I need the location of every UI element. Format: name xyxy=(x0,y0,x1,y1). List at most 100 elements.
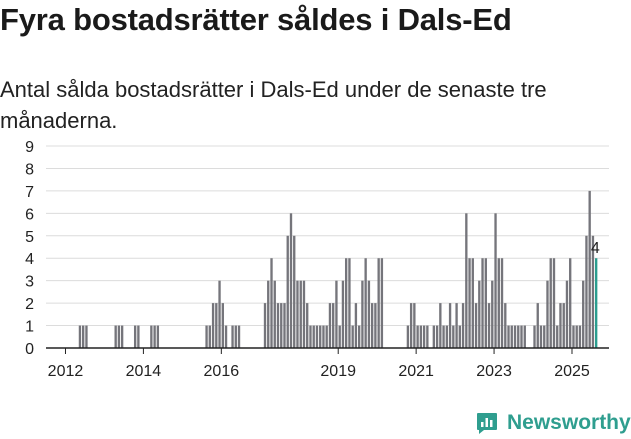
bar xyxy=(458,325,461,348)
bar xyxy=(406,325,410,348)
bar xyxy=(344,258,348,348)
bar xyxy=(237,325,241,348)
x-tick-label: 2021 xyxy=(398,363,434,380)
bar xyxy=(565,280,569,348)
bar xyxy=(150,325,153,348)
y-tick-label: 8 xyxy=(25,161,34,178)
bar xyxy=(543,325,546,348)
bar xyxy=(218,280,221,348)
gridlines xyxy=(46,145,609,327)
bar xyxy=(338,325,341,348)
bar xyxy=(224,325,228,348)
bar xyxy=(322,325,325,348)
bar xyxy=(569,258,572,348)
chart-subtitle: Antal sålda bostadsrätter i Dals-Ed unde… xyxy=(0,77,547,133)
bar xyxy=(517,325,520,348)
bar xyxy=(153,325,156,348)
x-tick-label: 2016 xyxy=(204,363,240,380)
bar xyxy=(484,258,487,348)
bar xyxy=(510,325,513,348)
x-tick-label: 2023 xyxy=(476,363,512,380)
bar xyxy=(231,325,234,348)
bar xyxy=(283,303,286,348)
bar xyxy=(487,303,491,348)
bar xyxy=(432,325,436,348)
bar xyxy=(585,235,588,348)
bar xyxy=(315,325,319,348)
bar xyxy=(380,258,384,348)
bar xyxy=(328,303,332,348)
bar xyxy=(513,325,517,348)
bar xyxy=(439,303,442,348)
bar xyxy=(361,280,364,348)
bar xyxy=(572,325,575,348)
bar xyxy=(549,258,552,348)
bar xyxy=(452,325,455,348)
bar xyxy=(445,325,449,348)
y-tick-label: 3 xyxy=(25,274,34,291)
bar xyxy=(370,303,374,348)
bar xyxy=(358,325,361,348)
bar xyxy=(481,258,484,348)
chart-title: Fyra bostadsrätter såldes i Dals-Ed xyxy=(0,2,512,37)
bar xyxy=(120,325,124,348)
bar xyxy=(539,325,543,348)
highlight-value-label: 4 xyxy=(591,240,600,257)
bar xyxy=(374,303,377,348)
bar xyxy=(442,325,445,348)
newsworthy-brand: Newsworthy xyxy=(475,408,631,438)
bar xyxy=(296,280,299,348)
bar xyxy=(78,325,82,348)
bar xyxy=(461,303,465,348)
bar xyxy=(575,325,578,348)
bar xyxy=(354,303,358,348)
bar xyxy=(435,325,439,348)
bar xyxy=(221,303,224,348)
bar xyxy=(367,280,371,348)
bar xyxy=(500,258,504,348)
bars xyxy=(78,190,598,348)
highlight-bar xyxy=(595,258,598,348)
newsworthy-logo-icon xyxy=(477,413,497,434)
y-tick-label: 9 xyxy=(25,139,34,156)
bar xyxy=(325,325,328,348)
bar xyxy=(332,303,335,348)
bar xyxy=(552,258,556,348)
bar xyxy=(302,280,306,348)
bar xyxy=(468,258,471,348)
data-labels: 4 xyxy=(591,240,600,257)
y-tick-label: 5 xyxy=(25,229,34,246)
y-tick-label: 1 xyxy=(25,319,34,336)
bar xyxy=(348,258,351,348)
bar xyxy=(306,303,309,348)
bar xyxy=(413,303,416,348)
bar xyxy=(276,303,280,348)
bar xyxy=(312,325,315,348)
bar xyxy=(426,325,429,348)
bar xyxy=(578,325,582,348)
bar xyxy=(133,325,137,348)
bar xyxy=(289,213,293,348)
bar xyxy=(591,235,595,348)
bar xyxy=(588,190,591,348)
x-tick-label: 2025 xyxy=(554,363,590,380)
bar xyxy=(536,303,539,348)
bar xyxy=(422,325,426,348)
brand-name: Newsworthy xyxy=(507,411,631,434)
bar xyxy=(309,325,312,348)
bar xyxy=(319,325,322,348)
bar xyxy=(474,303,478,348)
bar xyxy=(299,280,302,348)
bar xyxy=(82,325,85,348)
y-tick-label: 0 xyxy=(25,341,34,358)
x-tick-label: 2012 xyxy=(48,363,84,380)
bar xyxy=(114,325,117,348)
bar xyxy=(263,303,267,348)
bar xyxy=(335,280,338,348)
bar xyxy=(205,325,208,348)
bar xyxy=(546,280,549,348)
bar xyxy=(137,325,140,348)
axes: 0 1 2 3 4 5 6 7 8 9 2012 2014 2016 2019 2021 2023 2025 xyxy=(25,139,609,380)
bar xyxy=(455,303,458,348)
bar xyxy=(215,303,218,348)
